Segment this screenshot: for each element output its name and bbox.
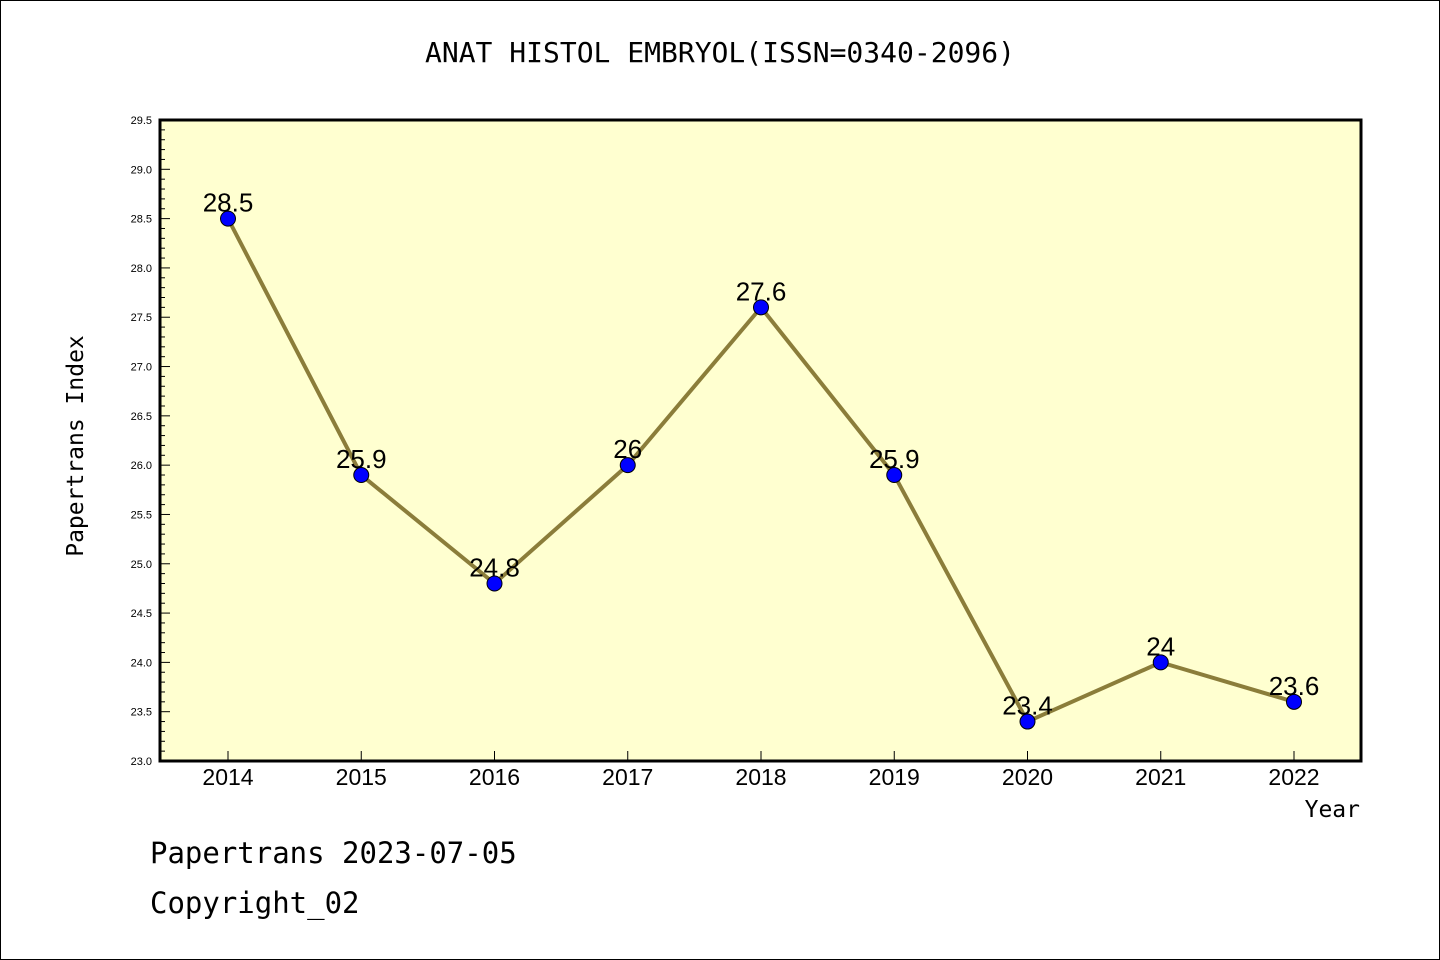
- data-label: 24.8: [469, 552, 520, 582]
- y-tick-label: 24.5: [131, 608, 152, 620]
- y-tick-label: 28.0: [131, 263, 152, 275]
- x-axis-label: Year: [1304, 797, 1360, 823]
- x-tick-label: 2017: [602, 764, 653, 790]
- y-tick-label: 29.0: [131, 164, 152, 176]
- y-tick-label: 23.0: [131, 756, 152, 768]
- x-tick-label: 2022: [1268, 764, 1319, 790]
- plot-area: [160, 120, 1361, 761]
- data-point: [1152, 654, 1169, 671]
- x-tick-label: 2015: [336, 764, 387, 790]
- data-label: 23.4: [1002, 691, 1053, 721]
- data-label: 23.6: [1269, 671, 1320, 701]
- plot-border: [158, 118, 1363, 763]
- y-tick-label: 26.5: [131, 411, 152, 423]
- y-tick-label: 23.5: [131, 707, 152, 719]
- data-point: [886, 467, 903, 484]
- data-point: [1019, 713, 1036, 730]
- data-label: 25.9: [869, 444, 920, 474]
- data-point: [353, 467, 370, 484]
- y-tick-label: 29.5: [131, 115, 152, 127]
- x-tick-label: 2018: [735, 764, 786, 790]
- y-tick-label: 24.0: [131, 657, 152, 669]
- footer-date: Papertrans 2023-07-05: [150, 836, 517, 870]
- x-tick-label: 2020: [1002, 764, 1053, 790]
- x-tick-label: 2016: [469, 764, 520, 790]
- y-tick-label: 28.5: [131, 214, 152, 226]
- data-point: [486, 575, 503, 592]
- y-tick-label: 25.0: [131, 559, 152, 571]
- data-label: 26: [613, 434, 642, 464]
- data-point: [619, 457, 636, 474]
- data-label: 28.5: [203, 188, 254, 218]
- data-label: 24: [1146, 631, 1175, 661]
- data-label: 27.6: [736, 276, 787, 306]
- y-tick-label: 27.5: [131, 312, 152, 324]
- y-tick-label: 27.0: [131, 362, 152, 374]
- y-tick-label: 26.0: [131, 460, 152, 472]
- data-label: 25.9: [336, 444, 387, 474]
- x-tick-label: 2014: [202, 764, 253, 790]
- data-point: [220, 210, 236, 227]
- footer-copyright: Copyright_02: [150, 886, 360, 920]
- data-point: [753, 299, 769, 316]
- data-point: [1286, 693, 1302, 710]
- x-tick-label: 2019: [869, 764, 920, 790]
- x-tick-label: 2021: [1135, 764, 1186, 790]
- chart-title: ANAT HISTOL EMBRYOL(ISSN=0340-2096): [424, 36, 1015, 69]
- y-tick-label: 25.5: [131, 509, 152, 521]
